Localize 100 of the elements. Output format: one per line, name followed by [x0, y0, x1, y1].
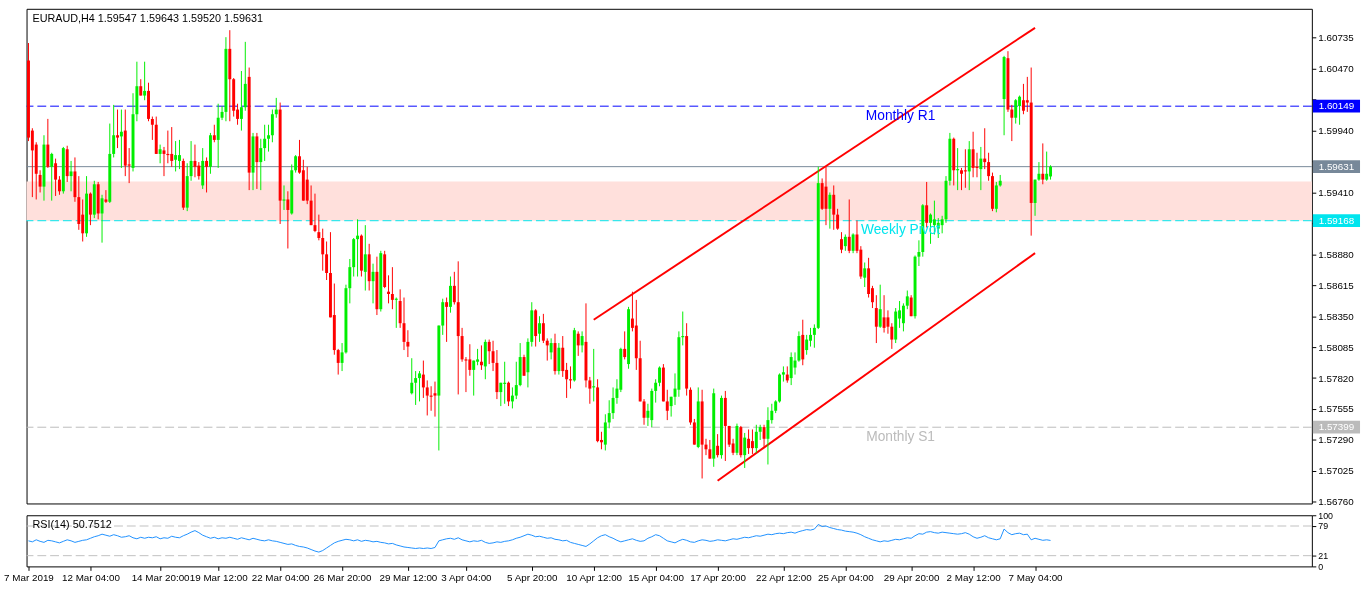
candlestick: [69, 160, 73, 192]
text: 1.57399: [1318, 421, 1355, 433]
candlestick: [805, 334, 809, 356]
x-tick-label: 10 Apr 12:00: [566, 571, 623, 583]
candlestick: [259, 138, 263, 191]
candlestick: [421, 360, 425, 399]
candlestick: [81, 198, 85, 242]
y-tick-label: 1.57820: [1318, 372, 1355, 384]
candlestick: [541, 313, 545, 344]
candlestick: [557, 342, 561, 376]
candlestick: [243, 41, 247, 112]
y-tick-label: 1.56760: [1318, 496, 1355, 508]
candlestick: [766, 406, 770, 465]
candlestick: [282, 184, 286, 211]
candlestick: [410, 357, 414, 395]
candlestick: [1025, 76, 1029, 113]
chart-title: RSI(14) 50.7512: [32, 518, 112, 531]
candlestick: [425, 379, 429, 416]
candlestick: [336, 348, 340, 376]
candlestick: [371, 263, 375, 304]
candlestick: [174, 140, 178, 172]
candlestick: [216, 103, 220, 169]
candlestick: [979, 146, 983, 191]
candlestick: [692, 418, 696, 446]
candlestick: [603, 413, 607, 451]
y-tick-label: 79: [1318, 521, 1329, 532]
x-tick-label: 29 Mar 12:00: [379, 571, 438, 583]
x-tick-label: 29 Apr 20:00: [883, 571, 941, 583]
candlestick: [874, 294, 878, 344]
x-tick-label: 22 Mar 04:00: [251, 571, 311, 583]
candlestick: [394, 297, 398, 329]
candlestick: [286, 190, 290, 249]
candlestick: [263, 124, 267, 162]
x-tick-label: 3 Apr 04:00: [441, 571, 493, 583]
candlestick: [762, 424, 766, 449]
y-tick-label: 1.57555: [1318, 403, 1355, 415]
candlestick: [747, 428, 751, 455]
x-tick-label: 12 Mar 04:00: [61, 571, 121, 583]
candlestick: [270, 109, 274, 143]
y-tick-label: 1.57290: [1318, 434, 1355, 446]
candlestick: [441, 298, 445, 336]
candlestick: [812, 323, 816, 349]
candlestick: [112, 104, 116, 158]
y-tick-label: 1.59940: [1318, 125, 1355, 137]
candlestick: [561, 335, 565, 378]
candlestick: [665, 389, 669, 421]
candlestick: [878, 284, 882, 329]
candlestick: [654, 378, 658, 404]
x-tick-label: 14 Mar 20:00: [131, 571, 191, 583]
candlestick: [305, 166, 309, 205]
candlestick: [1018, 95, 1022, 126]
candlestick: [580, 330, 584, 353]
candlestick: [809, 327, 812, 348]
candlestick: [658, 365, 661, 387]
candlestick: [828, 191, 832, 230]
candlestick: [50, 152, 54, 202]
candlestick: [503, 361, 507, 405]
candlestick: [905, 290, 909, 310]
candlestick: [576, 330, 580, 357]
y-tick-label: 1.60470: [1318, 63, 1355, 75]
candlestick: [983, 127, 987, 170]
candlestick: [538, 315, 541, 343]
candlestick: [170, 126, 174, 168]
candlestick: [414, 370, 418, 406]
x-tick-label: 25 Apr 04:00: [817, 571, 875, 583]
y-tick-label: 1.57025: [1318, 465, 1355, 477]
candlestick: [971, 131, 975, 178]
candlestick: [789, 351, 793, 386]
candlestick: [205, 156, 209, 193]
candlestick: [750, 428, 754, 455]
y-tick-label: 0: [1318, 561, 1324, 572]
candlestick: [100, 194, 104, 244]
y-tick-label: 1.60735: [1318, 32, 1355, 44]
candlestick: [569, 365, 572, 390]
x-tick-label: 26 Mar 20:00: [313, 571, 373, 583]
candlestick: [239, 70, 243, 132]
candlestick: [716, 433, 720, 458]
candlestick: [178, 139, 181, 170]
candlestick: [46, 118, 50, 169]
candlestick: [193, 144, 197, 178]
candlestick: [267, 124, 270, 153]
candlestick: [88, 191, 92, 226]
candlestick: [104, 189, 108, 204]
x-tick-label: 2 May 12:00: [946, 571, 1002, 583]
candlestick: [507, 381, 511, 407]
candlestick: [967, 140, 971, 191]
candlestick: [514, 361, 518, 400]
candlestick: [325, 241, 329, 281]
candlestick: [987, 152, 991, 182]
candlestick: [549, 337, 553, 360]
candlestick: [116, 109, 119, 149]
candlestick: [840, 231, 843, 254]
candlestick: [863, 262, 867, 288]
candlestick: [592, 348, 596, 402]
candlestick: [847, 198, 851, 254]
x-tick-label: 15 Apr 04:00: [628, 571, 685, 583]
candlestick: [418, 370, 421, 402]
candlestick: [743, 432, 747, 469]
candlestick: [363, 224, 367, 292]
x-tick-label: 22 Apr 12:00: [756, 571, 813, 583]
